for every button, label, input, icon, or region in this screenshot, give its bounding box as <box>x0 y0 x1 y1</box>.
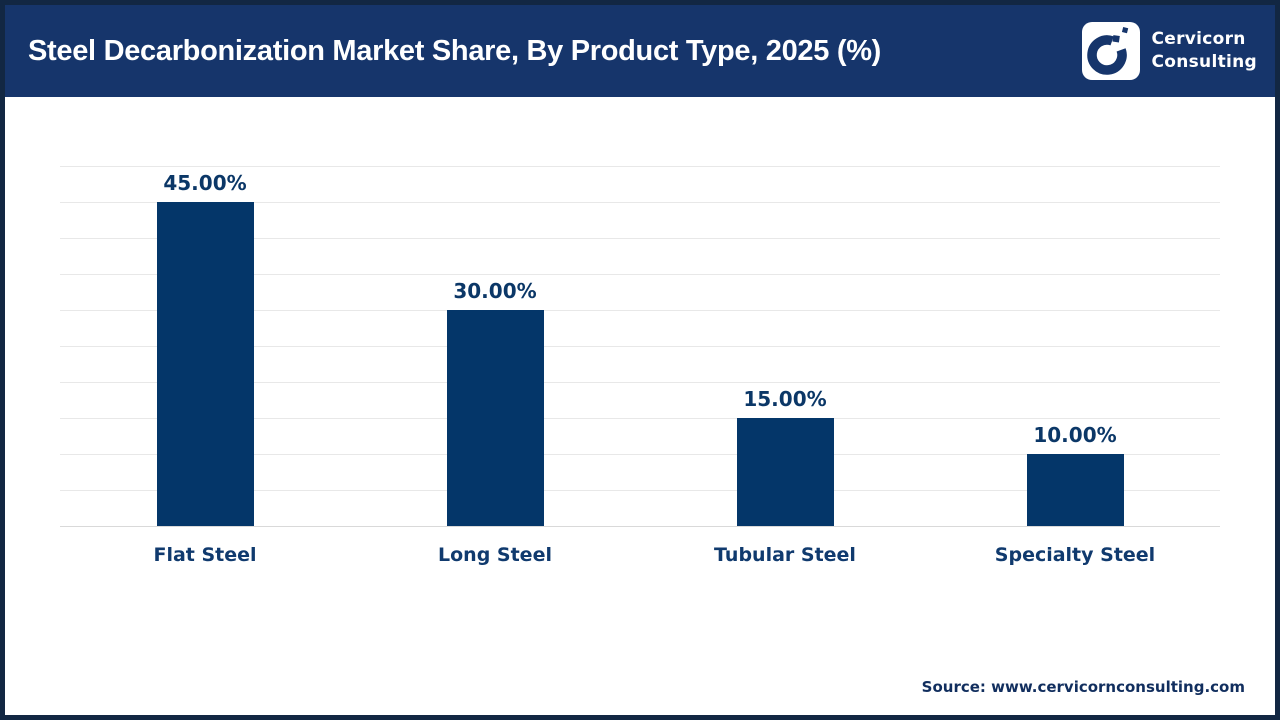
source-attribution: Source: www.cervicornconsulting.com <box>921 678 1245 696</box>
gridline <box>60 166 1220 167</box>
gridline <box>60 346 1220 347</box>
bar-value-label: 10.00% <box>1033 423 1117 447</box>
gridline <box>60 454 1220 455</box>
gridline <box>60 382 1220 383</box>
bar-specialty-steel <box>1026 454 1124 526</box>
bar-value-label: 45.00% <box>163 171 247 195</box>
bar-tubular-steel <box>736 418 834 526</box>
cervicorn-logo-icon <box>1082 22 1141 80</box>
gridline <box>60 418 1220 419</box>
brand-logo: Cervicorn Consulting <box>1082 22 1257 80</box>
bar-flat-steel <box>156 202 254 526</box>
header-bar: Steel Decarbonization Market Share, By P… <box>5 5 1275 97</box>
gridline <box>60 202 1220 203</box>
gridline <box>60 238 1220 239</box>
gridline <box>60 274 1220 275</box>
category-label: Tubular Steel <box>714 544 856 566</box>
category-label: Flat Steel <box>153 544 257 566</box>
brand-name-line1: Cervicorn <box>1151 29 1246 49</box>
bar-value-label: 15.00% <box>743 387 827 411</box>
page-title: Steel Decarbonization Market Share, By P… <box>28 34 882 67</box>
logo-c-glyph <box>1087 26 1129 75</box>
bar-long-steel <box>446 310 544 526</box>
category-label: Specialty Steel <box>994 544 1156 566</box>
brand-name: Cervicorn Consulting <box>1151 28 1257 74</box>
bar-value-label: 30.00% <box>453 279 537 303</box>
plot-area: 45.00% Flat Steel 30.00% Long Steel 15.00% Tu… <box>60 166 1220 566</box>
gridline <box>60 526 1220 527</box>
brand-name-line2: Consulting <box>1151 52 1257 72</box>
gridline <box>60 310 1220 311</box>
category-label: Long Steel <box>438 544 552 566</box>
gridline <box>60 490 1220 491</box>
